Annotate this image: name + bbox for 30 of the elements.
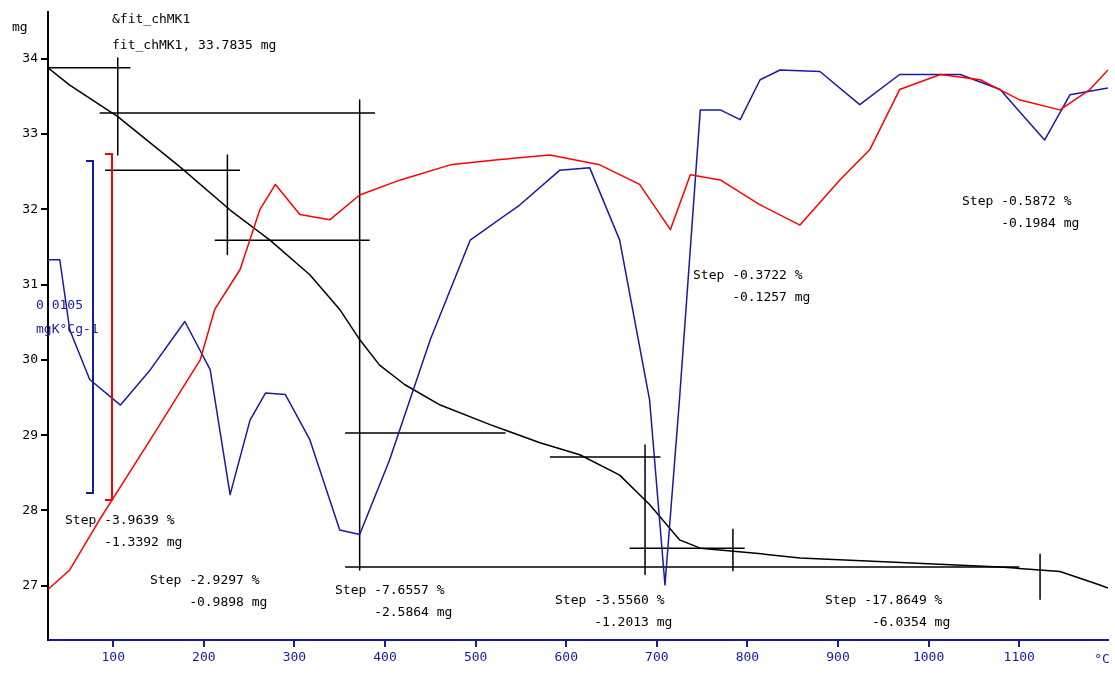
annotation: fit_chMK1, 33.7835 mg [112, 37, 277, 53]
x-tick-label: 1100 [1003, 649, 1035, 665]
x-tick-label: 500 [463, 649, 488, 665]
annotation: Step -3.9639 % -1.3392 mg [65, 512, 183, 550]
annotation: Step -0.5872 % -0.1984 mg [962, 193, 1080, 231]
y-tick-label: 28 [22, 501, 38, 517]
x-tick-label: 800 [735, 649, 760, 665]
y-axis-title: mg [12, 19, 28, 35]
annotation: Step -2.9297 % -0.9898 mg [150, 572, 268, 610]
x-tick-label: 1000 [912, 649, 945, 665]
y-tick-label: 32 [22, 200, 38, 216]
x-tick-label: 100 [101, 649, 125, 665]
y-tick-label: 29 [22, 426, 38, 442]
y-tick-label: 33 [22, 125, 38, 141]
annotation: Step -17.8649 % -6.0354 mg [825, 592, 951, 630]
x-tick-label: 200 [192, 649, 216, 665]
annotation: &fit_chMK1 [112, 11, 191, 27]
x-tick-label: 600 [554, 649, 578, 665]
annotation: Step -0.3722 % -0.1257 mg [693, 267, 811, 305]
y-tick-label: 30 [22, 351, 38, 367]
annotation: Step -7.6557 % -2.5864 mg [335, 582, 453, 620]
x-axis-title: °C [1094, 651, 1110, 667]
y-tick-label: 34 [22, 50, 39, 66]
x-tick-label: 900 [826, 649, 850, 665]
annotation: Step -3.5560 % -1.2013 mg [555, 592, 673, 630]
y-tick-label: 31 [22, 275, 38, 291]
y-tick-label: 27 [22, 577, 38, 593]
x-tick-label: 700 [645, 649, 669, 665]
x-tick-label: 400 [373, 649, 397, 665]
x-tick-label: 300 [282, 649, 307, 665]
